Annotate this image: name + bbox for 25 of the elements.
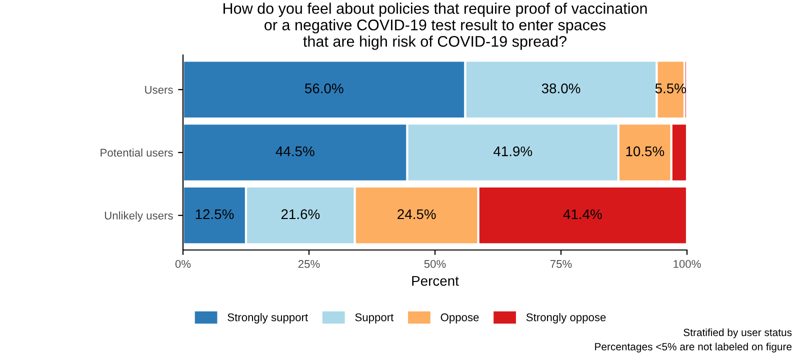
legend-label: Strongly support: [228, 313, 308, 324]
data-label: 24.5%: [398, 209, 436, 220]
data-label: 10.5%: [626, 146, 664, 156]
legend-label: Strongly oppose: [526, 313, 606, 324]
data-label: 41.9%: [493, 146, 532, 156]
data-label: 56.0%: [304, 83, 344, 94]
chart-title: How do you feel about policies that require proof of vaccination or a negative COVID-19 test result to enter spaces that are high risk of COVID-19 spread?: [224, 2, 647, 50]
data-label: 41.4%: [563, 209, 602, 220]
x-tick-label: 25%: [298, 260, 320, 268]
data-label: 44.5%: [276, 146, 314, 156]
text: Stratified by user status: [684, 328, 792, 338]
data-label: 12.5%: [196, 209, 234, 220]
legend-label: Oppose: [440, 313, 479, 324]
data-label: 21.6%: [281, 209, 320, 220]
y-tick-label: Users: [145, 86, 173, 94]
y-tick-label: Potential users: [100, 148, 173, 157]
x-tick-label: 75%: [550, 260, 572, 268]
x-axis-title: Percent: [412, 276, 459, 286]
x-tick-label: 100%: [674, 260, 701, 268]
data-label: 38.0%: [542, 83, 580, 94]
text: Percentages <5% are not labeled on figure: [595, 342, 792, 352]
legend-label: Support: [355, 313, 394, 324]
y-tick-label: Unlikely users: [104, 211, 173, 222]
x-tick-label: 0%: [175, 260, 191, 268]
x-tick-label: 50%: [424, 260, 446, 268]
